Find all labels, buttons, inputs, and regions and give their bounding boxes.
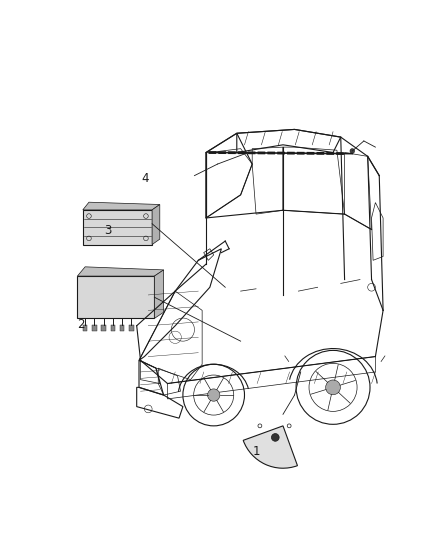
Bar [83,325,88,331]
Circle shape [208,389,220,401]
Text: 1: 1 [253,445,260,458]
Circle shape [272,433,279,441]
Circle shape [325,380,340,395]
Polygon shape [152,205,160,245]
Polygon shape [155,270,164,318]
Circle shape [350,149,355,154]
Bar [101,325,106,331]
Bar [92,325,97,331]
Polygon shape [83,202,160,210]
Text: 3: 3 [104,224,112,237]
Text: 2: 2 [78,318,85,331]
Bar [120,325,124,331]
Polygon shape [78,267,164,276]
Bar [129,325,134,331]
Bar [78,276,155,318]
Text: 4: 4 [141,172,149,185]
Bar [83,210,152,245]
Wedge shape [243,426,297,468]
Bar [110,325,115,331]
